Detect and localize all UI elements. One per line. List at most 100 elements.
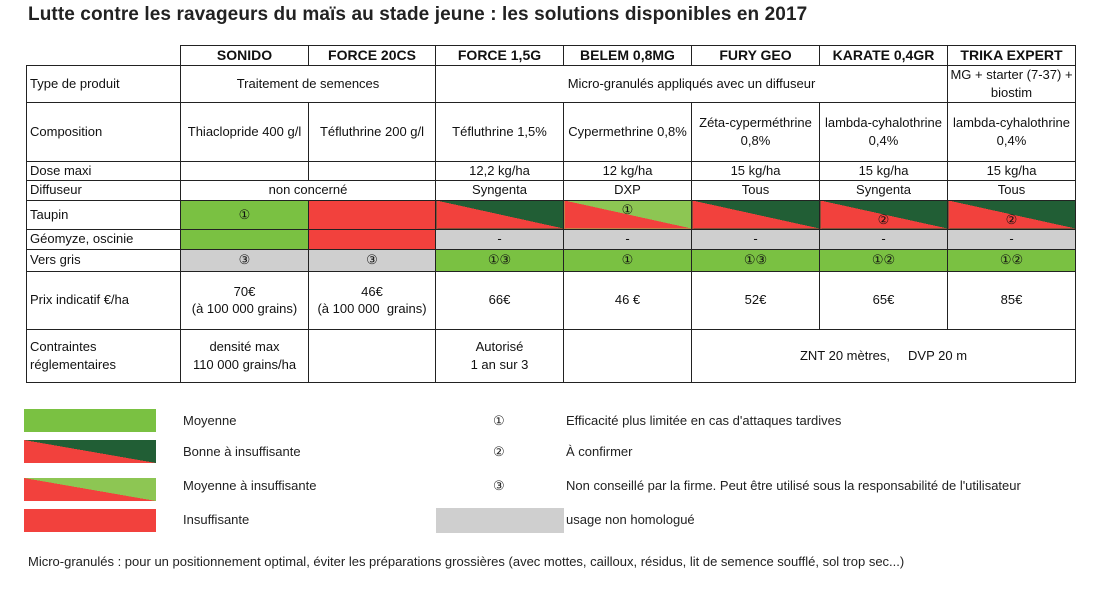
row-vers: Vers gris ③ ③ ①③ ① ①③ ①② ①② (26, 248, 1076, 272)
geomyze-sonido (180, 228, 309, 250)
composition-cell: Cypermethrine 0,8% (563, 102, 692, 162)
row-geomyze: Géomyze, oscinie - - - - - (26, 228, 1076, 250)
geomyze-cell: - (563, 228, 692, 250)
row-contraintes: Contraintes réglementaires densité max 110… (26, 328, 1076, 383)
row-dose: Dose maxi 12,2 kg/ha 12 kg/ha 15 kg/ha 1… (26, 161, 1076, 181)
row-type: Type de produit Traitement de semences M… (26, 65, 1076, 103)
legend-text-2: À confirmer (566, 444, 633, 459)
row-composition: Composition Thiaclopride 400 g/l Téfluth… (26, 102, 1076, 162)
diffuseur-cell: Syngenta (435, 179, 564, 201)
page-title: Lutte contre les ravageurs du maïs au st… (28, 4, 808, 25)
row-label: Type de produit (26, 65, 181, 103)
type-trika: MG + starter (7-37) + biostim (947, 65, 1076, 103)
contraintes-force15: Autorisé 1 an sur 3 (435, 328, 564, 383)
prix-cell: 85€ (947, 270, 1076, 330)
label-line: Contraintes (30, 339, 97, 354)
diffuseur-cell: Syngenta (819, 179, 948, 201)
dose-cell: 15 kg/ha (691, 161, 820, 181)
legend-swatch-insuffisante (24, 509, 156, 532)
geomyze-cell: - (691, 228, 820, 250)
contraintes-znt-dvp: ZNT 20 mètres, DVP 20 m (691, 328, 1076, 383)
legend-num-1: ① (493, 413, 505, 428)
col-trika: TRIKA EXPERT (947, 45, 1076, 66)
diffuseur-non-concerne: non concerné (180, 179, 436, 201)
row-label: Géomyze, oscinie (26, 228, 181, 250)
row-label: Contraintes réglementaires (26, 328, 181, 383)
taupin-fury (691, 199, 820, 230)
row-label: Composition (26, 102, 181, 162)
legend-swatch-bonne (24, 440, 156, 463)
row-taupin: Taupin ① ① ② ② (26, 199, 1076, 230)
legend-num-3: ③ (493, 478, 505, 493)
legend-text-gray: usage non homologué (566, 512, 695, 527)
row-prix: Prix indicatif €/ha 70€ (à 100 000 grains… (26, 270, 1076, 330)
legend-label-moyenne: Moyenne (183, 413, 237, 428)
products-table: SONIDO FORCE 20CS FORCE 1,5G BELEM 0,8MG… (26, 45, 1076, 383)
geomyze-cell: - (819, 228, 948, 250)
prix-value: 70€ (233, 283, 256, 299)
dose-cell: 12 kg/ha (563, 161, 692, 181)
legend-text-1: Efficacité plus limitée en cas d'attaque… (566, 413, 842, 428)
taupin-force20 (308, 199, 436, 230)
row-label: Prix indicatif €/ha (26, 270, 181, 330)
row-label: Taupin (26, 199, 181, 230)
header-row: SONIDO FORCE 20CS FORCE 1,5G BELEM 0,8MG… (26, 45, 1076, 66)
legend-swatch-moyenne (24, 409, 156, 432)
composition-cell: Téfluthrine 200 g/l (308, 102, 436, 162)
label-line: réglementaires (30, 356, 116, 372)
diffuseur-cell: Tous (691, 179, 820, 201)
col-belem: BELEM 0,8MG (563, 45, 692, 66)
dose-cell: 15 kg/ha (819, 161, 948, 181)
row-label: Diffuseur (26, 179, 181, 201)
legend-label-moyenne-insuffisante: Moyenne à insuffisante (183, 478, 317, 493)
prix-cell: 66€ (435, 270, 564, 330)
geomyze-cell: - (947, 228, 1076, 250)
col-fury: FURY GEO (691, 45, 820, 66)
prix-cell: 65€ (819, 270, 948, 330)
composition-cell: lambda-cyhalothrine 0,4% (947, 102, 1076, 162)
composition-cell: Thiaclopride 400 g/l (180, 102, 309, 162)
geomyze-force20 (308, 228, 436, 250)
diffuseur-cell: Tous (947, 179, 1076, 201)
legend-num-2: ② (493, 444, 505, 459)
row-label: Vers gris (26, 248, 181, 272)
taupin-belem: ① (563, 199, 692, 230)
col-karate: KARATE 0,4GR (819, 45, 948, 66)
text-line: 1 an sur 3 (470, 356, 529, 372)
col-force20cs: FORCE 20CS (308, 45, 436, 66)
legend-label-insuffisante: Insuffisante (183, 512, 250, 527)
prix-note: (à 100 000 grains) (317, 301, 427, 317)
dose-cell: 12,2 kg/ha (435, 161, 564, 181)
taupin-force15 (435, 199, 564, 230)
taupin-sonido: ① (180, 199, 309, 230)
vers-cell: ① (563, 248, 692, 272)
contraintes-belem (563, 328, 692, 383)
text-line: Autorisé (475, 339, 524, 354)
legend-label-bonne: Bonne à insuffisante (183, 444, 301, 459)
dose-cell (308, 161, 436, 181)
prix-cell: 52€ (691, 270, 820, 330)
vers-cell: ①② (947, 248, 1076, 272)
geomyze-cell: - (435, 228, 564, 250)
legend-swatch-gray (436, 508, 564, 533)
legend-swatch-moyenne-insuffisante (24, 478, 156, 501)
prix-sonido: 70€ (à 100 000 grains) (180, 270, 309, 330)
composition-cell: Téfluthrine 1,5% (435, 102, 564, 162)
vers-cell: ③ (180, 248, 309, 272)
taupin-karate: ② (819, 199, 948, 230)
dose-cell: 15 kg/ha (947, 161, 1076, 181)
prix-cell: 46 € (563, 270, 692, 330)
vers-cell: ③ (308, 248, 436, 272)
composition-cell: Zéta-cyperméthrine 0,8% (691, 102, 820, 162)
dvp-text: DVP 20 m (908, 347, 968, 363)
vers-cell: ①③ (691, 248, 820, 272)
col-sonido: SONIDO (180, 45, 309, 66)
diffuseur-cell: DXP (563, 179, 692, 201)
text-line: 110 000 grains/ha (192, 356, 297, 372)
znt-text: ZNT 20 mètres, (799, 347, 891, 363)
vers-cell: ①③ (435, 248, 564, 272)
vers-cell: ①② (819, 248, 948, 272)
footnote: Micro-granulés : pour un positionnement … (28, 554, 905, 569)
row-label: Dose maxi (26, 161, 181, 181)
corner-cell (26, 45, 181, 66)
